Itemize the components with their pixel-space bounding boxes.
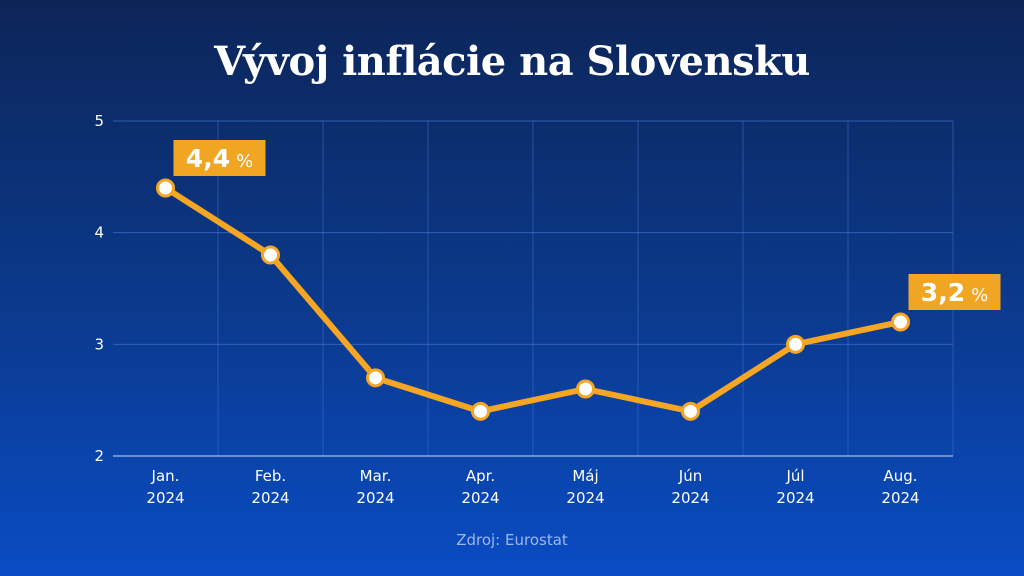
series-line [162,185,904,415]
value-label-box [908,274,1001,310]
source-note: Zdroj: Eurostat [456,531,568,549]
x-tick-label: Máj 2024 [566,467,604,507]
value-label-box [173,140,266,176]
data-point [261,245,280,265]
data-point [891,312,910,332]
y-tick-label: 2 [94,447,104,465]
x-tick-label: Jan. 2024 [146,467,184,507]
x-tick-label: Mar. 2024 [356,467,394,507]
data-points [156,178,910,421]
data-point [681,401,700,421]
x-tick-label: Feb. 2024 [251,467,289,507]
data-point [786,334,805,354]
x-tick-label: Júl 2024 [776,467,814,507]
data-point [156,178,175,198]
x-tick-label: Apr. 2024 [461,467,499,507]
y-tick-label: 3 [94,335,104,353]
x-tick-label: Jún 2024 [671,467,709,507]
data-labels: 4,4 % 3,2% [173,140,1001,310]
data-point [576,379,595,399]
data-point [471,401,490,421]
value-label: 3,2% [921,278,988,307]
series-line-layer [162,185,904,415]
axes: 2 3 4 5 Jan. 2024 Feb. 2024 Mar. 2024 Apr. 2024 Máj 2… [94,112,953,507]
chart-title: Vývoj inflácie na Slovensku [214,38,810,85]
y-tick-label: 4 [94,224,104,242]
value-label: 4,4% [186,144,253,173]
x-tick-label: Aug. 2024 [881,467,919,507]
y-tick-label: 5 [94,112,104,130]
data-point [366,368,385,388]
